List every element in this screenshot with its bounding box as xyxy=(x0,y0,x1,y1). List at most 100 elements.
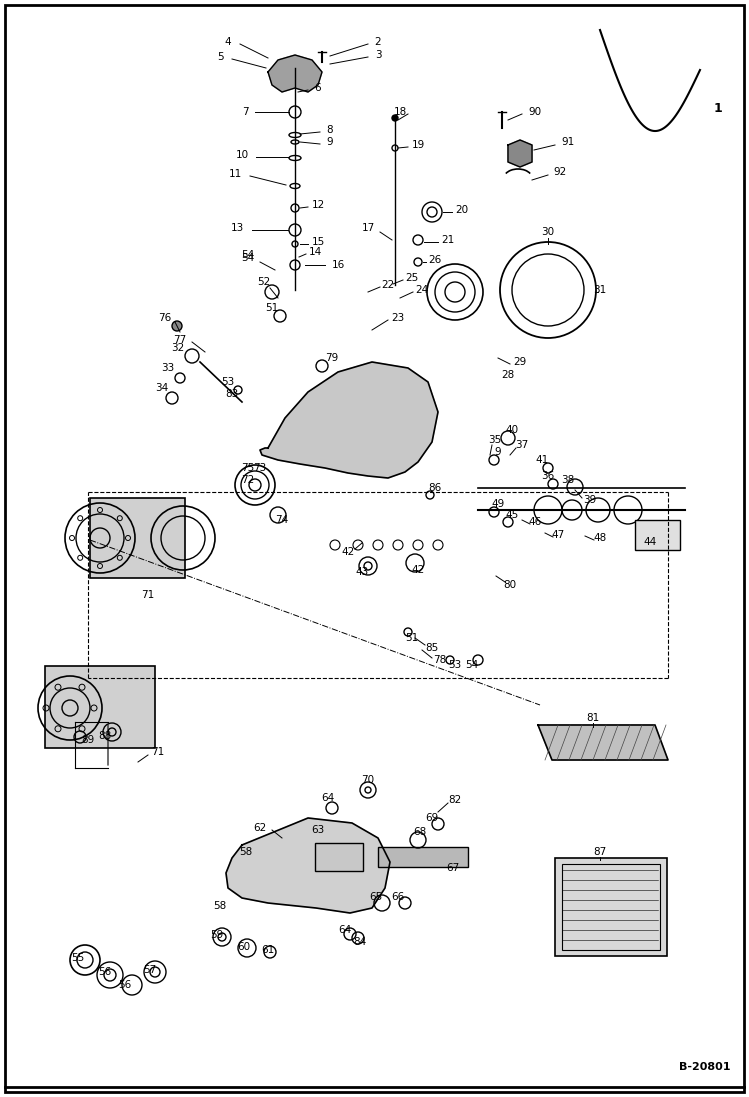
Text: 20: 20 xyxy=(455,205,469,215)
Polygon shape xyxy=(226,818,390,913)
Text: 15: 15 xyxy=(312,237,324,247)
Polygon shape xyxy=(508,140,532,167)
Text: 38: 38 xyxy=(561,475,574,485)
Text: 37: 37 xyxy=(515,440,529,450)
Text: 8: 8 xyxy=(327,125,333,135)
Text: 83: 83 xyxy=(225,389,239,399)
Text: 51: 51 xyxy=(265,303,279,313)
Text: 76: 76 xyxy=(158,313,172,323)
Text: 68: 68 xyxy=(413,827,427,837)
Text: 67: 67 xyxy=(446,863,460,873)
Text: 23: 23 xyxy=(392,313,404,323)
Text: 14: 14 xyxy=(309,247,321,257)
Bar xyxy=(315,842,363,871)
Text: 85: 85 xyxy=(425,643,439,653)
Text: 63: 63 xyxy=(312,825,324,835)
Text: 43: 43 xyxy=(355,567,369,577)
Text: 66: 66 xyxy=(392,892,404,902)
Text: 64: 64 xyxy=(321,793,335,803)
Text: 1: 1 xyxy=(714,102,722,114)
Text: 74: 74 xyxy=(276,514,288,525)
Text: 91: 91 xyxy=(561,137,574,147)
Text: 65: 65 xyxy=(369,892,383,902)
Text: 41: 41 xyxy=(536,455,548,465)
Text: 53: 53 xyxy=(222,377,234,387)
Text: 46: 46 xyxy=(528,517,542,527)
Text: 58: 58 xyxy=(213,901,227,911)
Text: 82: 82 xyxy=(449,795,461,805)
Text: 71: 71 xyxy=(142,590,154,600)
Text: 26: 26 xyxy=(428,255,442,265)
Bar xyxy=(378,847,468,867)
Bar xyxy=(45,666,155,748)
Text: 44: 44 xyxy=(643,538,657,547)
Text: 73: 73 xyxy=(253,463,267,473)
Text: 28: 28 xyxy=(501,370,515,380)
Text: 6: 6 xyxy=(315,83,321,93)
Text: 24: 24 xyxy=(416,285,428,295)
Text: 35: 35 xyxy=(488,436,502,445)
Text: 62: 62 xyxy=(253,823,267,833)
Text: 84: 84 xyxy=(354,937,366,947)
Text: 87: 87 xyxy=(593,847,607,857)
Text: 13: 13 xyxy=(231,223,243,233)
Text: 39: 39 xyxy=(583,495,597,505)
Bar xyxy=(562,864,660,950)
Text: 2: 2 xyxy=(374,37,381,47)
Text: 18: 18 xyxy=(393,108,407,117)
Text: 36: 36 xyxy=(542,471,554,480)
Text: 61: 61 xyxy=(261,945,275,955)
Text: 34: 34 xyxy=(155,383,169,393)
Text: 49: 49 xyxy=(491,499,505,509)
Text: 42: 42 xyxy=(411,565,425,575)
Text: 55: 55 xyxy=(71,953,85,963)
Text: 10: 10 xyxy=(235,150,249,160)
Text: 45: 45 xyxy=(506,510,518,520)
Text: 42: 42 xyxy=(342,547,354,557)
Text: 16: 16 xyxy=(331,260,345,270)
Text: 80: 80 xyxy=(503,580,517,590)
Text: 31: 31 xyxy=(593,285,607,295)
Text: 86: 86 xyxy=(428,483,442,493)
Text: 71: 71 xyxy=(151,747,165,757)
Text: 70: 70 xyxy=(362,774,374,785)
Text: 21: 21 xyxy=(441,235,455,245)
Text: 78: 78 xyxy=(434,655,446,665)
Circle shape xyxy=(392,115,398,121)
Text: 5: 5 xyxy=(216,52,223,63)
Text: 22: 22 xyxy=(381,280,395,290)
Text: 11: 11 xyxy=(228,169,242,179)
Text: 69: 69 xyxy=(425,813,439,823)
Text: 51: 51 xyxy=(405,633,419,643)
Polygon shape xyxy=(260,362,438,478)
Text: 30: 30 xyxy=(542,227,554,237)
Text: 48: 48 xyxy=(593,533,607,543)
Bar xyxy=(90,498,185,578)
Text: 9: 9 xyxy=(494,446,501,457)
Text: 90: 90 xyxy=(529,108,542,117)
Text: 54: 54 xyxy=(465,660,479,670)
Text: 56: 56 xyxy=(98,966,112,977)
Text: 54: 54 xyxy=(241,253,255,263)
Text: 9: 9 xyxy=(327,137,333,147)
Text: 75: 75 xyxy=(241,463,255,473)
Text: 77: 77 xyxy=(173,335,187,344)
Text: 32: 32 xyxy=(172,343,184,353)
Text: 53: 53 xyxy=(449,660,461,670)
Text: 40: 40 xyxy=(506,425,518,436)
Text: 52: 52 xyxy=(258,278,270,287)
Text: 81: 81 xyxy=(586,713,600,723)
Text: 29: 29 xyxy=(513,357,527,367)
Text: 92: 92 xyxy=(554,167,567,177)
Text: 64: 64 xyxy=(339,925,351,935)
Text: 60: 60 xyxy=(237,942,251,952)
Text: 54: 54 xyxy=(241,250,255,260)
Circle shape xyxy=(172,321,182,331)
Bar xyxy=(635,520,680,550)
Text: 57: 57 xyxy=(143,965,157,975)
Text: 56: 56 xyxy=(118,980,132,989)
Text: 19: 19 xyxy=(411,140,425,150)
Text: 33: 33 xyxy=(161,363,175,373)
Text: B-20801: B-20801 xyxy=(679,1062,730,1072)
Text: 88: 88 xyxy=(98,731,112,740)
